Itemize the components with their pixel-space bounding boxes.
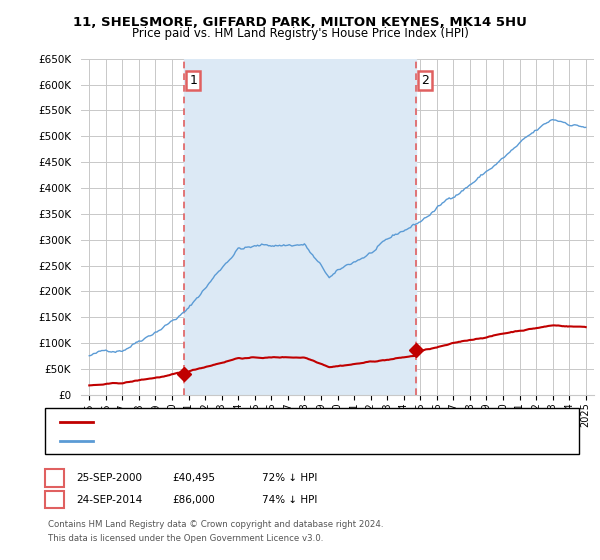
Text: 24-SEP-2014: 24-SEP-2014 [76,494,142,505]
Text: 72% ↓ HPI: 72% ↓ HPI [262,473,317,483]
Text: 2: 2 [51,494,58,505]
Text: Contains HM Land Registry data © Crown copyright and database right 2024.: Contains HM Land Registry data © Crown c… [48,520,383,529]
Text: This data is licensed under the Open Government Licence v3.0.: This data is licensed under the Open Gov… [48,534,323,543]
Text: 25-SEP-2000: 25-SEP-2000 [76,473,142,483]
Text: £86,000: £86,000 [172,494,215,505]
Text: 11, SHELSMORE, GIFFARD PARK, MILTON KEYNES, MK14 5HU (detached house): 11, SHELSMORE, GIFFARD PARK, MILTON KEYN… [99,417,485,427]
Text: HPI: Average price, detached house, Milton Keynes: HPI: Average price, detached house, Milt… [99,436,348,446]
Bar [184,59,416,395]
Text: 1: 1 [190,74,197,87]
Text: Price paid vs. HM Land Registry's House Price Index (HPI): Price paid vs. HM Land Registry's House … [131,27,469,40]
Text: 11, SHELSMORE, GIFFARD PARK, MILTON KEYNES, MK14 5HU: 11, SHELSMORE, GIFFARD PARK, MILTON KEYN… [73,16,527,29]
Text: 1: 1 [51,473,58,483]
Text: 2: 2 [421,74,429,87]
Text: £40,495: £40,495 [172,473,215,483]
Text: 74% ↓ HPI: 74% ↓ HPI [262,494,317,505]
